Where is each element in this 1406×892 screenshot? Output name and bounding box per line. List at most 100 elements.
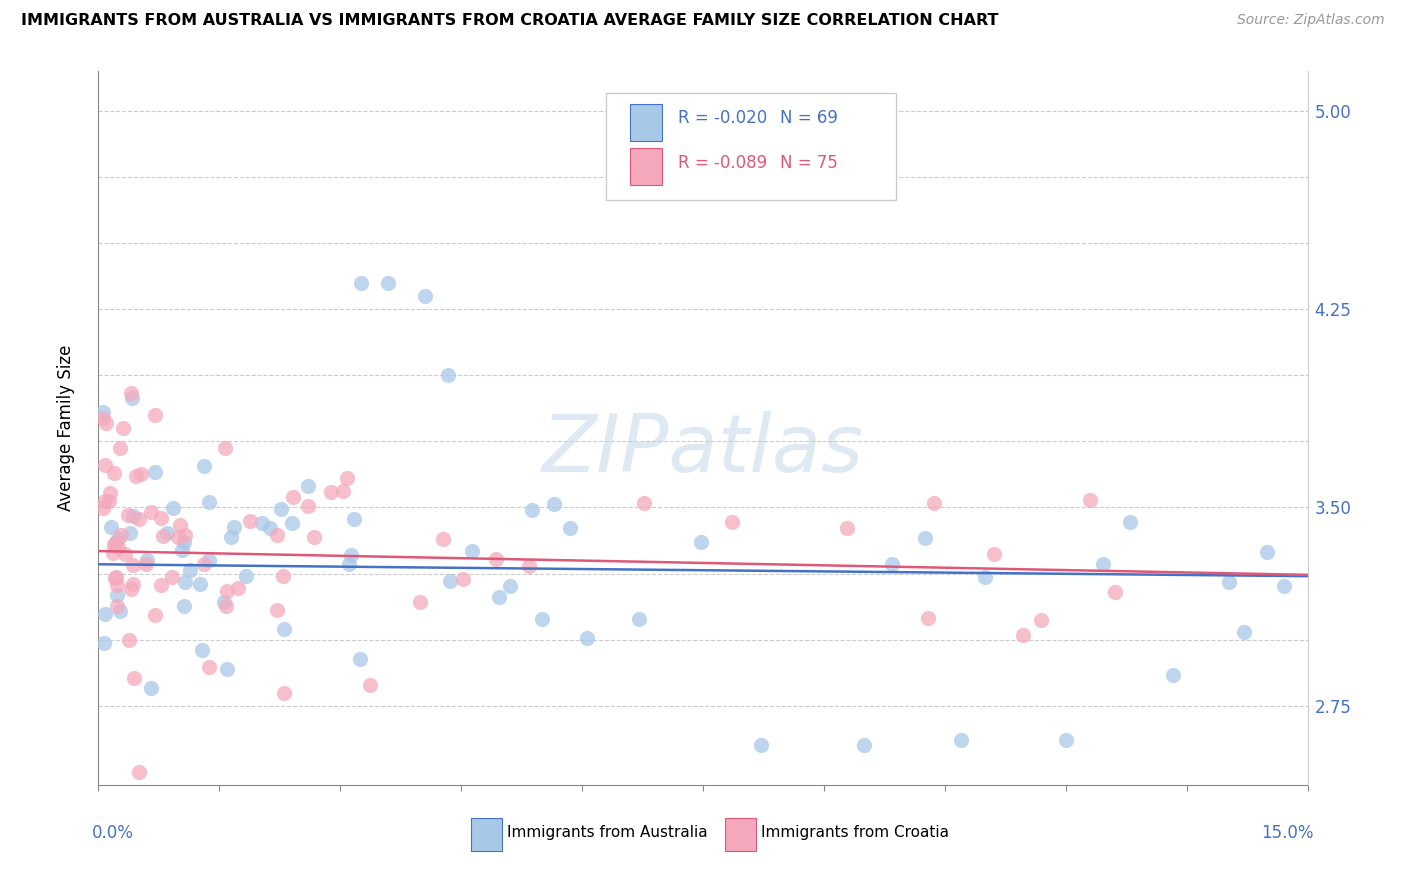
- Point: [198, 552, 221, 566]
- Point: [179, 563, 201, 577]
- Point: [259, 521, 281, 535]
- Point: [627, 612, 650, 626]
- Point: [94, 416, 117, 430]
- Point: [974, 570, 997, 584]
- FancyBboxPatch shape: [630, 104, 662, 141]
- FancyBboxPatch shape: [471, 818, 502, 851]
- Point: [432, 532, 454, 546]
- Y-axis label: Average Family Size: Average Family Size: [56, 345, 75, 511]
- Point: [143, 408, 166, 422]
- Point: [409, 595, 432, 609]
- Point: [91, 501, 114, 516]
- Point: [170, 543, 193, 558]
- Point: [461, 544, 484, 558]
- Point: [103, 466, 125, 480]
- Text: 15.0%: 15.0%: [1261, 824, 1313, 842]
- Point: [283, 491, 305, 505]
- Point: [281, 516, 304, 531]
- Point: [332, 484, 354, 499]
- Point: [107, 532, 129, 546]
- Point: [122, 577, 145, 591]
- Point: [152, 528, 174, 542]
- Point: [914, 532, 936, 546]
- Point: [522, 503, 544, 517]
- Point: [91, 405, 114, 419]
- Point: [343, 512, 366, 526]
- Point: [250, 516, 273, 530]
- Point: [173, 535, 195, 549]
- Point: [882, 557, 904, 571]
- Point: [100, 519, 122, 533]
- Text: 0.0%: 0.0%: [93, 824, 134, 842]
- Text: Immigrants from Australia: Immigrants from Australia: [508, 825, 707, 840]
- Point: [558, 521, 581, 535]
- Point: [530, 612, 553, 626]
- Point: [120, 386, 142, 401]
- Point: [162, 500, 184, 515]
- Point: [136, 553, 159, 567]
- Point: [191, 643, 214, 657]
- Point: [222, 520, 245, 534]
- Point: [917, 611, 939, 625]
- Point: [219, 530, 242, 544]
- Point: [193, 458, 215, 473]
- Point: [1091, 558, 1114, 572]
- Point: [93, 636, 115, 650]
- Point: [350, 276, 373, 290]
- Point: [120, 582, 142, 596]
- Point: [143, 465, 166, 479]
- Point: [1080, 492, 1102, 507]
- Point: [105, 570, 128, 584]
- Point: [576, 632, 599, 646]
- Point: [111, 421, 134, 435]
- Point: [689, 535, 711, 549]
- Point: [150, 511, 173, 525]
- Point: [173, 599, 195, 614]
- Point: [633, 496, 655, 510]
- Point: [128, 764, 150, 779]
- Point: [105, 587, 128, 601]
- Point: [198, 660, 221, 674]
- Point: [104, 571, 127, 585]
- Point: [359, 678, 381, 692]
- Point: [1272, 579, 1295, 593]
- Point: [1163, 668, 1185, 682]
- Point: [108, 604, 131, 618]
- Point: [266, 603, 288, 617]
- Point: [1256, 545, 1278, 559]
- Point: [108, 441, 131, 455]
- Point: [94, 458, 117, 472]
- Point: [118, 526, 141, 541]
- Point: [922, 496, 945, 510]
- Point: [104, 535, 127, 549]
- Point: [297, 479, 319, 493]
- Point: [107, 540, 129, 554]
- Point: [143, 608, 166, 623]
- Point: [121, 392, 143, 406]
- Point: [118, 633, 141, 648]
- Point: [149, 578, 172, 592]
- Point: [1012, 628, 1035, 642]
- Point: [266, 527, 288, 541]
- Point: [950, 733, 973, 747]
- Point: [94, 493, 117, 508]
- Text: N = 69: N = 69: [780, 110, 838, 128]
- Point: [439, 574, 461, 589]
- Point: [105, 599, 128, 613]
- Point: [217, 662, 239, 676]
- FancyBboxPatch shape: [606, 93, 897, 200]
- Point: [124, 468, 146, 483]
- Point: [1054, 733, 1077, 747]
- Point: [128, 512, 150, 526]
- Point: [273, 622, 295, 636]
- Point: [93, 607, 115, 622]
- Point: [167, 530, 190, 544]
- Text: R = -0.089: R = -0.089: [678, 154, 766, 172]
- Point: [93, 411, 115, 425]
- Point: [98, 486, 121, 500]
- Point: [377, 276, 399, 290]
- Point: [103, 537, 125, 551]
- Text: R = -0.020: R = -0.020: [678, 110, 766, 128]
- Point: [117, 508, 139, 522]
- FancyBboxPatch shape: [724, 818, 756, 851]
